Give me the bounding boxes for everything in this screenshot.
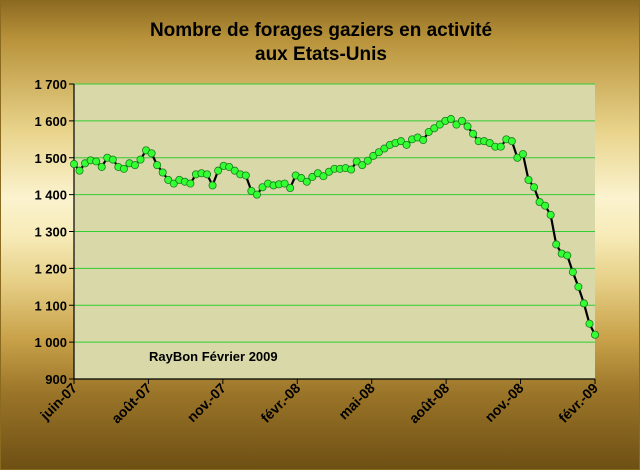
data-point bbox=[241, 171, 250, 180]
data-point bbox=[247, 186, 256, 195]
data-point bbox=[374, 148, 383, 157]
x-tick-label: mai-08 bbox=[335, 380, 378, 423]
x-axis-ticks: juin-07 août-07 nov.-07 févr.-08 mai-08 août-… bbox=[36, 379, 601, 426]
data-point bbox=[397, 137, 406, 146]
data-point bbox=[446, 115, 455, 124]
y-tick-label: 1 000 bbox=[34, 335, 67, 350]
data-point bbox=[147, 149, 156, 158]
data-point bbox=[347, 165, 356, 174]
data-point bbox=[208, 181, 217, 190]
data-point bbox=[485, 138, 494, 147]
data-point bbox=[496, 142, 505, 151]
chart-title: Nombre de forages gaziers en activité au… bbox=[1, 19, 640, 67]
data-point bbox=[158, 168, 167, 177]
x-tick-label: nov.-07 bbox=[184, 380, 229, 425]
data-point bbox=[530, 183, 539, 192]
data-point bbox=[435, 120, 444, 129]
data-point bbox=[186, 179, 195, 188]
data-point bbox=[203, 170, 212, 179]
data-point bbox=[524, 175, 533, 184]
data-point bbox=[430, 124, 439, 133]
data-point bbox=[469, 129, 478, 138]
data-point bbox=[591, 330, 600, 339]
data-point bbox=[108, 155, 117, 164]
data-point bbox=[513, 153, 522, 162]
chart-title-line-1: Nombre de forages gaziers en activité bbox=[149, 20, 493, 41]
data-point bbox=[380, 144, 389, 153]
data-point bbox=[164, 175, 173, 184]
data-point bbox=[169, 179, 178, 188]
data-point bbox=[369, 151, 378, 160]
x-tick-label: févr.-09 bbox=[555, 380, 601, 426]
data-point bbox=[518, 150, 527, 159]
data-point bbox=[574, 282, 583, 291]
chart-title-line-2: aux Etats-Unis bbox=[255, 44, 387, 65]
data-point bbox=[280, 179, 289, 188]
y-tick-label: 1 600 bbox=[34, 114, 67, 129]
data-point bbox=[563, 251, 572, 260]
data-point bbox=[546, 210, 555, 219]
data-point bbox=[452, 120, 461, 129]
data-point bbox=[579, 299, 588, 308]
gridlines bbox=[74, 83, 595, 343]
data-point bbox=[136, 155, 145, 164]
data-point bbox=[130, 161, 139, 170]
source-annotation: RayBon Février 2009 bbox=[149, 349, 278, 364]
data-point bbox=[230, 166, 239, 175]
x-tick-label: août-08 bbox=[406, 380, 453, 427]
data-point bbox=[70, 160, 79, 169]
data-point bbox=[308, 172, 317, 181]
data-point bbox=[541, 201, 550, 210]
data-point bbox=[457, 116, 466, 125]
data-point bbox=[97, 162, 106, 171]
y-tick-label: 1 500 bbox=[34, 151, 67, 166]
data-point bbox=[535, 197, 544, 206]
data-point bbox=[153, 161, 162, 170]
data-point bbox=[507, 137, 516, 146]
data-point bbox=[568, 268, 577, 277]
data-point bbox=[358, 161, 367, 170]
data-point bbox=[286, 183, 295, 192]
data-point bbox=[585, 319, 594, 328]
y-tick-label: 900 bbox=[45, 372, 67, 387]
data-point bbox=[258, 183, 267, 192]
y-tick-label: 1 400 bbox=[34, 188, 67, 203]
y-tick-label: 1 700 bbox=[34, 77, 67, 92]
data-point bbox=[352, 157, 361, 166]
data-point bbox=[92, 157, 101, 166]
data-point bbox=[419, 136, 428, 145]
y-tick-label: 1 200 bbox=[34, 261, 67, 276]
x-tick-label: août-07 bbox=[108, 380, 155, 427]
data-point bbox=[75, 166, 84, 175]
data-point bbox=[424, 127, 433, 136]
data-point bbox=[252, 190, 261, 199]
y-axis-ticks: 900 1 000 1 100 1 200 1 300 1 400 1 500 1 600 1 … bbox=[34, 77, 74, 387]
data-point bbox=[119, 164, 128, 173]
data-point bbox=[319, 172, 328, 181]
data-point bbox=[297, 174, 306, 183]
data-point bbox=[302, 177, 311, 186]
y-tick-label: 1 300 bbox=[34, 225, 67, 240]
data-point bbox=[552, 240, 561, 249]
data-point bbox=[402, 140, 411, 149]
data-point bbox=[363, 156, 372, 165]
x-tick-label: nov.-08 bbox=[481, 380, 526, 425]
data-point bbox=[214, 166, 223, 175]
y-tick-label: 1 100 bbox=[34, 298, 67, 313]
data-point bbox=[463, 122, 472, 131]
series-group bbox=[70, 115, 600, 339]
x-tick-label: févr.-08 bbox=[257, 380, 303, 426]
data-point bbox=[225, 162, 234, 171]
